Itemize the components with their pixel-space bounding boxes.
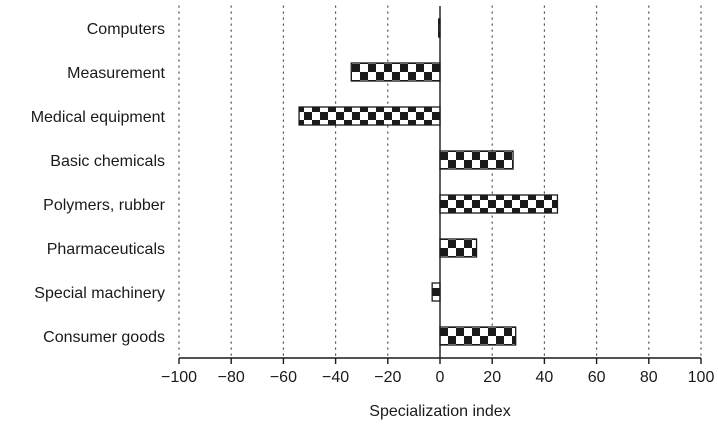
x-tick-label: 100 <box>688 369 715 386</box>
axes <box>178 6 702 364</box>
x-tick-label: −100 <box>161 369 197 386</box>
bar <box>439 238 478 258</box>
x-tick-label: −80 <box>218 369 245 386</box>
x-tick-label: −20 <box>374 369 401 386</box>
category-label: Measurement <box>67 65 165 82</box>
bar <box>431 282 441 302</box>
category-label: Special machinery <box>34 285 165 302</box>
x-tick-label: −60 <box>270 369 297 386</box>
category-label: Pharmaceuticals <box>47 241 165 258</box>
bars <box>298 18 559 346</box>
category-label: Polymers, rubber <box>43 197 165 214</box>
x-tick-label: 0 <box>436 369 445 386</box>
category-label: Consumer goods <box>43 329 165 346</box>
bar <box>298 106 441 126</box>
x-axis-title: Specialization index <box>369 403 510 420</box>
bar <box>439 326 517 346</box>
labels: −100 −80 −60 −40 −20 0 20 40 60 80 100 Computers Mea… <box>31 21 715 386</box>
category-label: Basic chemicals <box>50 153 165 170</box>
x-tick-label: 20 <box>483 369 501 386</box>
bar <box>439 150 514 170</box>
category-label: Computers <box>87 21 165 38</box>
x-tick-label: 60 <box>588 369 606 386</box>
category-label: Medical equipment <box>31 109 166 126</box>
x-tick-label: 80 <box>640 369 658 386</box>
bar <box>439 194 559 214</box>
x-tick-label: 40 <box>536 369 554 386</box>
x-tick-label: −40 <box>322 369 349 386</box>
bar <box>350 62 441 82</box>
